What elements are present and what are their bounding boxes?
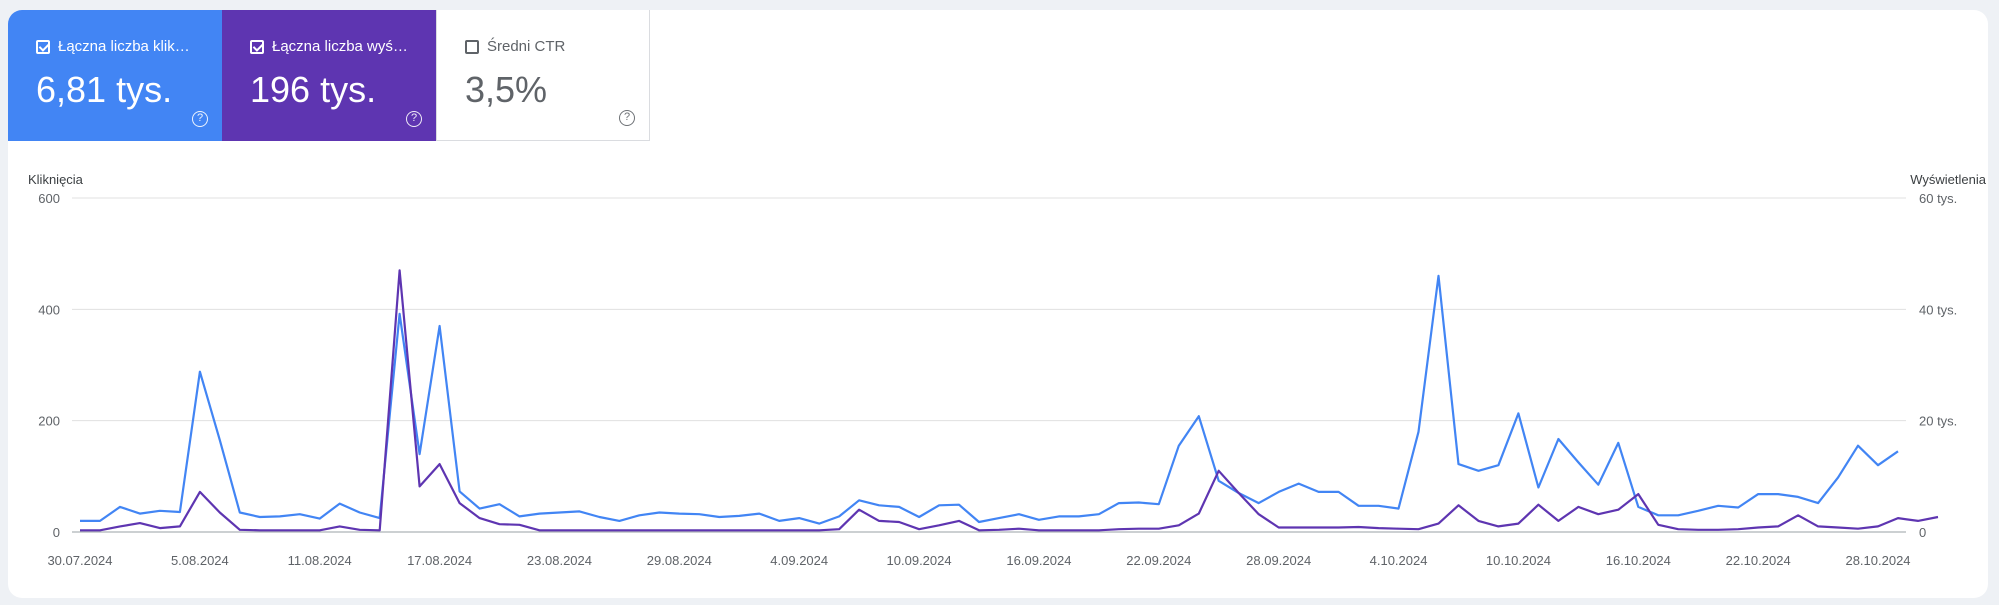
tile-header: Łączna liczba klik… — [36, 38, 222, 55]
left-tick-label: 600 — [38, 191, 60, 206]
right-tick-label: 20 tys. — [1919, 414, 1957, 429]
tile-total-clicks[interactable]: Łączna liczba klik… 6,81 tys. ? — [8, 10, 222, 141]
x-tick-label: 22.09.2024 — [1126, 553, 1191, 568]
tile-header: Średni CTR — [465, 38, 649, 55]
help-icon[interactable]: ? — [619, 110, 635, 126]
x-tick-label: 28.09.2024 — [1246, 553, 1311, 568]
right-tick-label: 40 tys. — [1919, 302, 1957, 317]
checkbox-unchecked-icon[interactable] — [465, 39, 479, 54]
help-icon[interactable]: ? — [406, 111, 422, 127]
right-axis-title: Wyświetlenia — [1910, 172, 1986, 187]
x-tick-label: 28.10.2024 — [1845, 553, 1910, 568]
clicks-series-line — [80, 274, 1899, 525]
tile-average-ctr[interactable]: Średni CTR 3,5% ? — [436, 10, 650, 141]
right-tick-label: 0 — [1919, 525, 1926, 540]
tile-label: Łączna liczba klik… — [58, 38, 190, 55]
help-icon[interactable]: ? — [192, 111, 208, 127]
x-tick-label: 16.09.2024 — [1006, 553, 1071, 568]
x-tick-label: 29.08.2024 — [647, 553, 712, 568]
x-tick-label: 30.07.2024 — [47, 553, 112, 568]
metric-tiles: Łączna liczba klik… 6,81 tys. ? Łączna l… — [8, 10, 650, 141]
impressions-series-line — [80, 269, 1939, 532]
x-tick-label: 22.10.2024 — [1726, 553, 1791, 568]
tile-value: 3,5% — [465, 69, 548, 110]
checkbox-checked-icon[interactable] — [36, 39, 50, 54]
tile-label: Średni CTR — [487, 38, 566, 55]
x-tick-label: 11.08.2024 — [288, 553, 352, 568]
x-tick-label: 4.09.2024 — [770, 553, 828, 568]
tile-value: 196 tys. — [250, 69, 377, 110]
x-tick-label: 10.10.2024 — [1486, 553, 1551, 568]
x-tick-label: 4.10.2024 — [1370, 553, 1428, 568]
x-tick-label: 23.08.2024 — [527, 553, 592, 568]
x-tick-label: 16.10.2024 — [1606, 553, 1671, 568]
left-tick-label: 200 — [38, 414, 60, 429]
left-axis-title: Kliknięcia — [28, 172, 83, 187]
right-tick-label: 60 tys. — [1919, 191, 1957, 206]
tile-total-impressions[interactable]: Łączna liczba wyś… 196 tys. ? — [222, 10, 436, 141]
x-tick-label: 5.08.2024 — [171, 553, 229, 568]
left-tick-label: 400 — [38, 302, 60, 317]
tile-header: Łączna liczba wyś… — [250, 38, 436, 55]
performance-card: Łączna liczba klik… 6,81 tys. ? Łączna l… — [8, 10, 1988, 598]
tile-value: 6,81 tys. — [36, 69, 173, 110]
checkbox-checked-icon[interactable] — [250, 39, 264, 54]
left-tick-label: 0 — [53, 525, 60, 540]
line-chart[interactable]: 0 200 400 600 0 20 tys. 40 tys. 60 tys. 30.07.20… — [8, 10, 1988, 598]
tile-label: Łączna liczba wyś… — [272, 38, 408, 55]
x-tick-label: 10.09.2024 — [887, 553, 952, 568]
x-tick-label: 17.08.2024 — [407, 553, 472, 568]
